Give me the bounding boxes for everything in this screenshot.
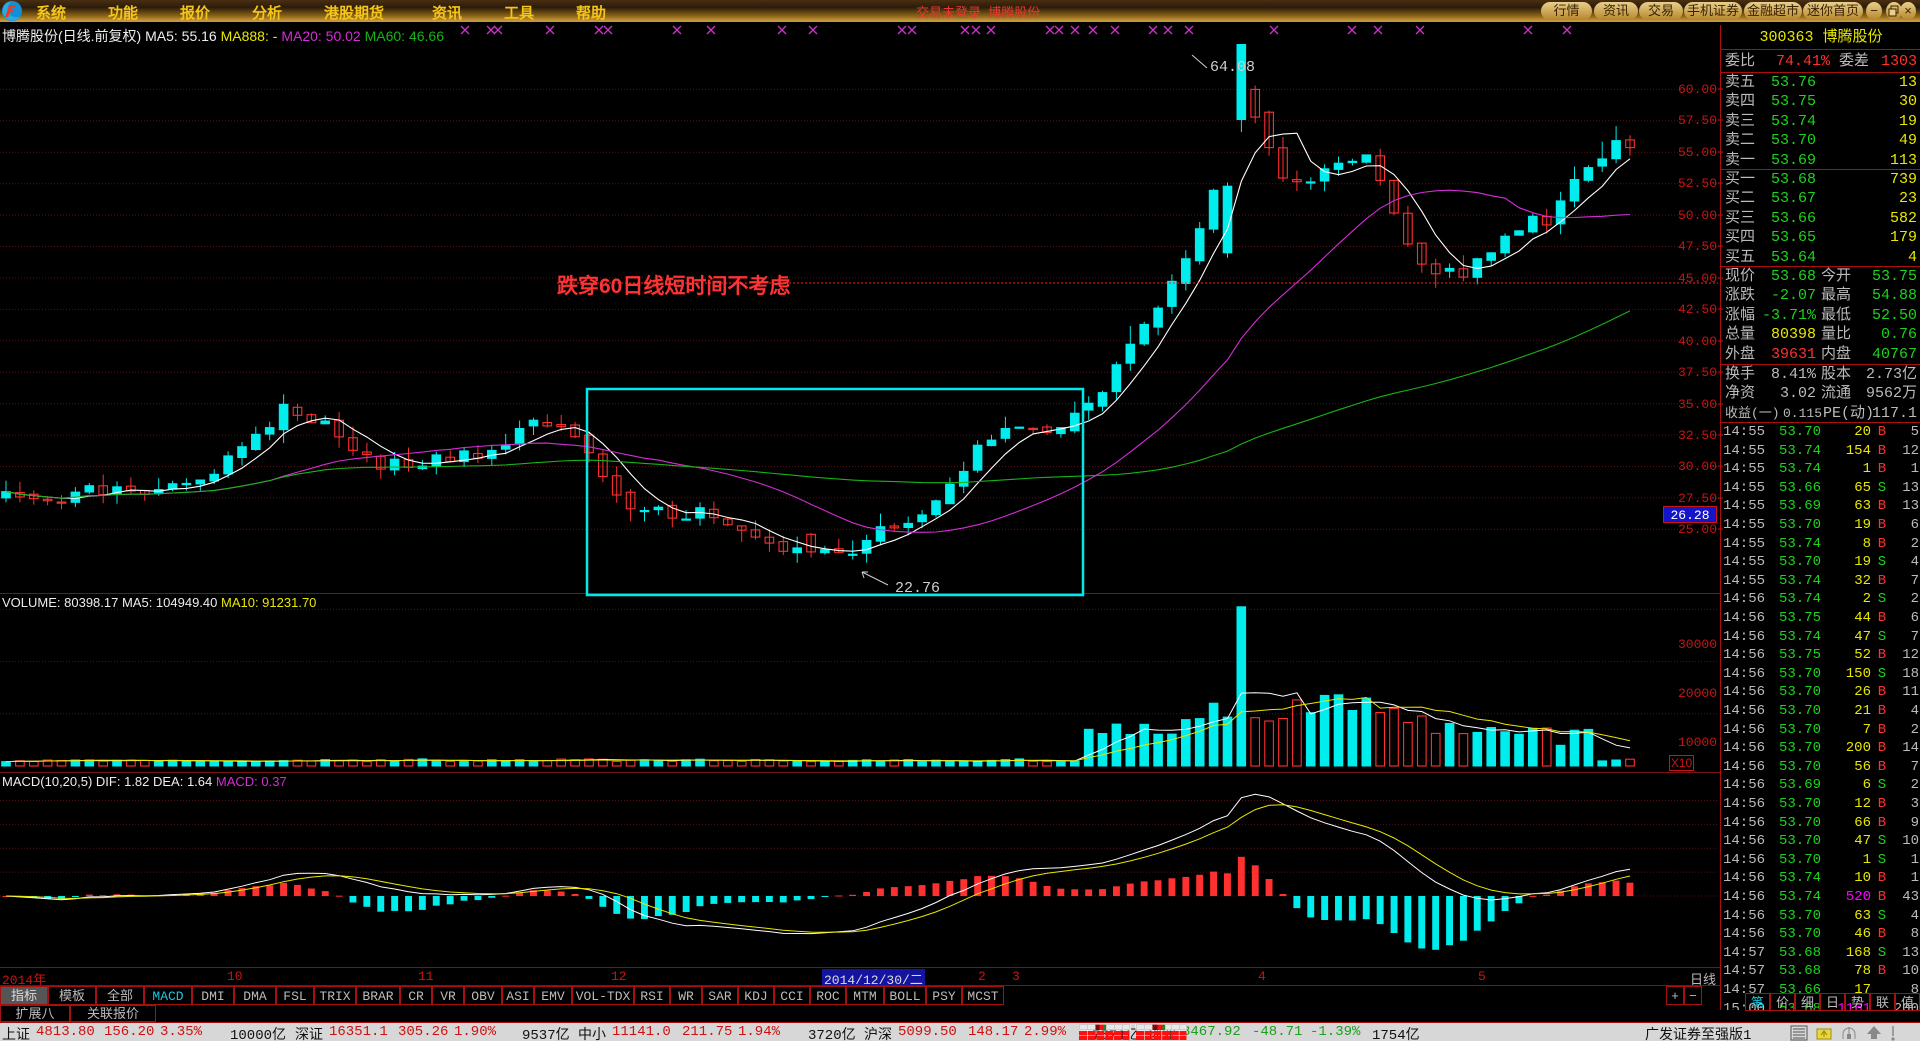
svg-text:64.08: 64.08 bbox=[1210, 59, 1255, 76]
svg-text:22.76: 22.76 bbox=[895, 580, 940, 597]
